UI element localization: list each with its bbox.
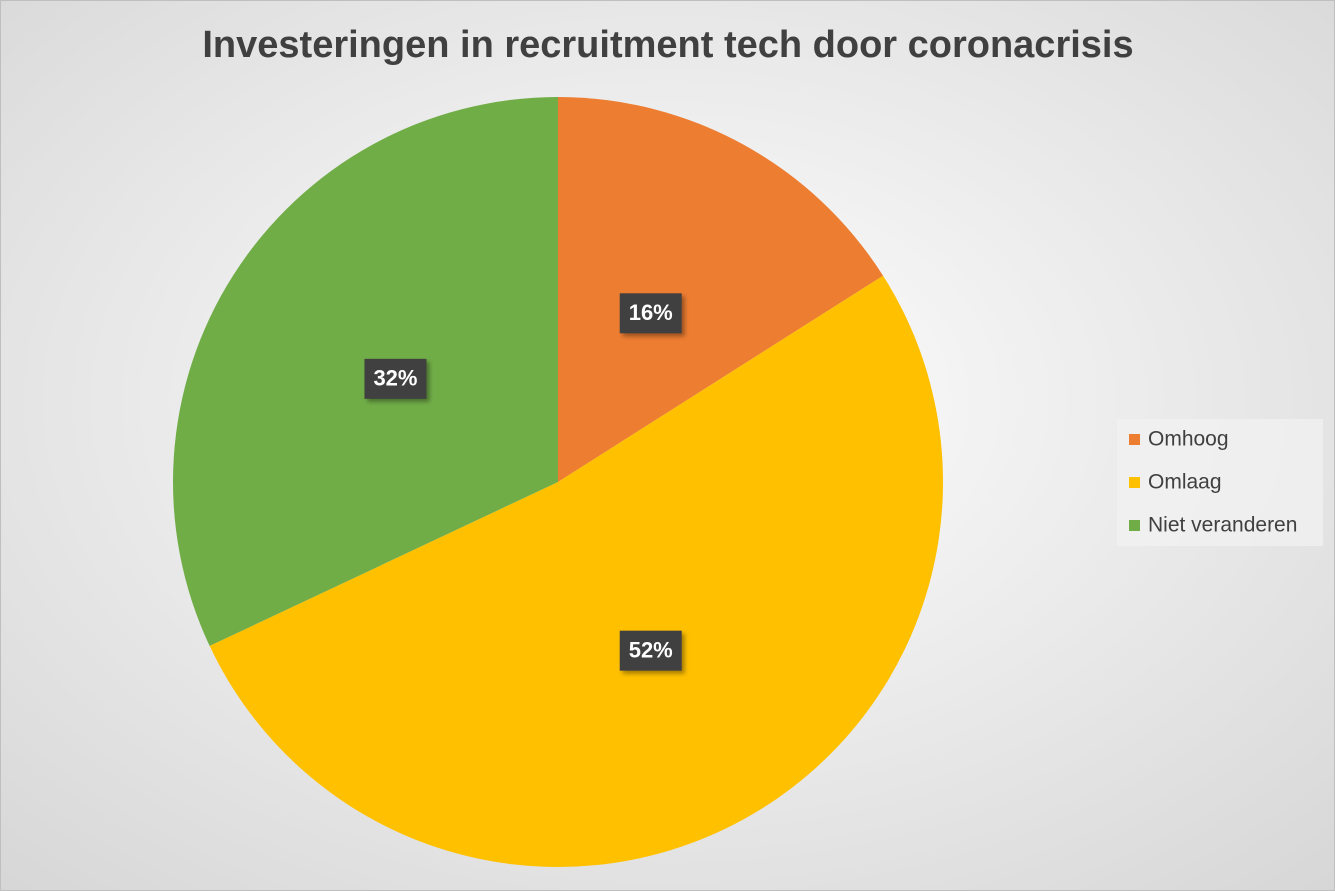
pie-slice <box>558 97 884 482</box>
legend-box <box>1117 419 1323 546</box>
data-labels: 16% 52% 32% <box>364 293 682 671</box>
chart-title: Investeringen in recruitment tech door c… <box>202 24 1133 66</box>
legend-swatch <box>1129 434 1140 445</box>
data-label: 52% <box>619 630 682 671</box>
pie-slice <box>209 275 944 868</box>
data-label-text: 16% <box>629 300 673 325</box>
legend-label: Niet veranderen <box>1148 514 1297 537</box>
legend-label: Omhoog <box>1148 428 1229 451</box>
data-label-text: 32% <box>373 366 417 391</box>
data-label-box <box>364 358 427 399</box>
data-label-text: 52% <box>629 638 673 663</box>
pie <box>172 97 944 868</box>
legend-swatch <box>1129 520 1140 531</box>
data-label: 32% <box>364 358 427 399</box>
data-label: 16% <box>619 293 682 334</box>
legend-swatch <box>1129 477 1140 488</box>
data-label-box <box>619 293 682 334</box>
legend-label: Omlaag <box>1148 471 1222 494</box>
legend: Omhoog Omlaag Niet veranderen <box>1117 419 1323 546</box>
data-label-box <box>619 630 682 671</box>
